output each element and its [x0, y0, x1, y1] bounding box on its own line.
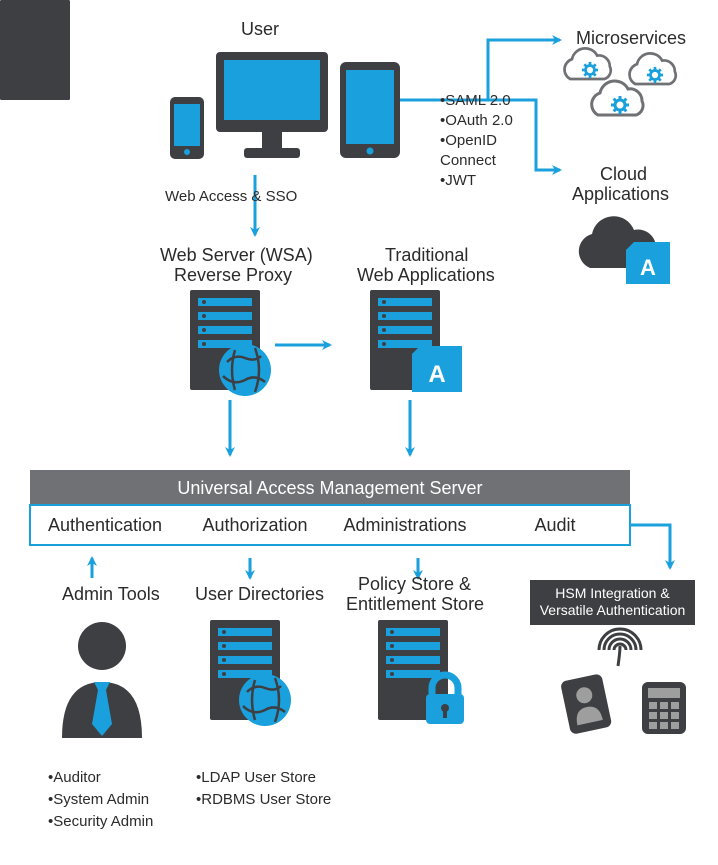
policy-label2: Entitlement Store — [346, 594, 484, 614]
user-dirs-label: User Directories — [195, 584, 324, 604]
hsm-icons — [560, 629, 686, 735]
admin-person-icon — [62, 622, 142, 738]
wsa-server-icon — [190, 290, 271, 396]
svg-text:A: A — [428, 361, 445, 388]
trad-label1: Traditional — [385, 245, 468, 265]
modules-to-hsm — [630, 525, 670, 568]
protocol-item: •JWT — [440, 172, 476, 189]
proto-down-to-cloud — [488, 100, 560, 170]
trad-apps-server-icon: A — [370, 290, 462, 392]
cloud-apps-icon: A — [579, 216, 670, 284]
admin-list-item: •System Admin — [48, 791, 149, 808]
proto-up-to-micro — [488, 40, 560, 100]
admin-list-item: •Auditor — [48, 769, 101, 786]
ldap-list-item: •RDBMS User Store — [196, 791, 331, 808]
module-authentication: Authentication — [48, 515, 162, 535]
ldap-list-item: •LDAP User Store — [196, 769, 316, 786]
hsm-text1: HSM Integration & — [555, 585, 670, 601]
policy-label1: Policy Store & — [358, 574, 471, 594]
cloud-apps-label2: Applications — [572, 184, 669, 204]
wsa-label1: Web Server (WSA) — [160, 245, 313, 265]
web-access-label: Web Access & SSO — [165, 188, 297, 205]
user-devices-icon — [170, 52, 400, 159]
user-dirs-server-icon — [210, 620, 291, 726]
microservices-icon — [565, 48, 676, 115]
uams-banner-text: Universal Access Management Server — [177, 478, 482, 498]
hsm-text2: Versatile Authentication — [540, 602, 686, 618]
admin-tools-label: Admin Tools — [62, 584, 160, 604]
protocol-item: Connect — [440, 152, 497, 169]
svg-text:A: A — [640, 255, 656, 280]
admin-list-item: •Security Admin — [48, 813, 153, 830]
wsa-label2: Reverse Proxy — [174, 265, 292, 285]
protocol-item: •OpenID — [440, 132, 497, 149]
module-authorization: Authorization — [202, 515, 307, 535]
policy-server-icon — [378, 620, 464, 724]
module-audit: Audit — [534, 515, 575, 535]
module-administrations: Administrations — [343, 515, 466, 535]
trad-label2: Web Applications — [357, 265, 495, 285]
protocol-item: •SAML 2.0 — [440, 92, 511, 109]
microservices-label: Microservices — [576, 28, 686, 48]
protocol-item: •OAuth 2.0 — [440, 112, 513, 129]
cloud-apps-label: Cloud — [600, 164, 647, 184]
user-label: User — [241, 19, 279, 39]
